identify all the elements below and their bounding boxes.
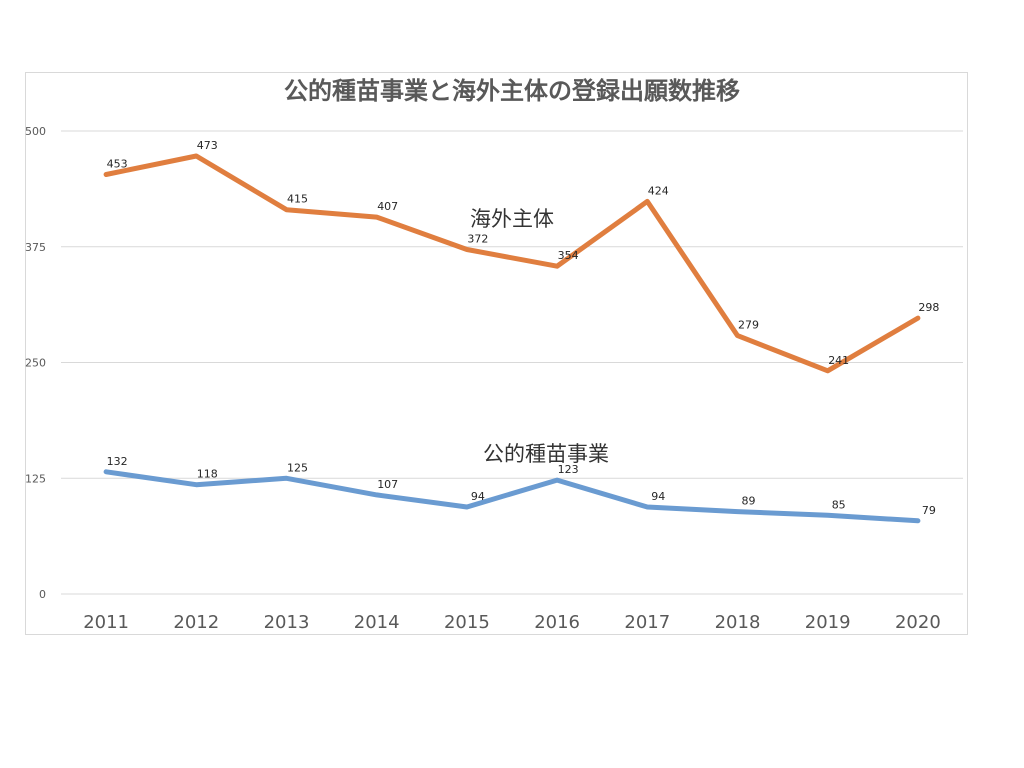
data-label: 107 [377,478,398,491]
x-tick-label: 2015 [444,612,490,633]
data-label: 89 [742,495,756,508]
y-tick-label: 125 [25,472,46,485]
data-label: 298 [918,301,939,314]
data-label: 85 [832,498,846,511]
data-label: 118 [197,468,218,481]
x-tick-label: 2014 [354,612,400,633]
data-label: 94 [651,490,665,503]
x-tick-label: 2012 [173,612,219,633]
chart-title: 公的種苗事業と海外主体の登録出願数推移 [284,77,740,105]
data-label: 424 [648,184,669,197]
data-label: 372 [467,233,488,246]
series-line-0 [103,153,921,374]
y-axis-ticks: 0 125 250 375 500 [25,125,46,601]
series-lines [103,153,921,524]
data-labels: 453 473 415 407 372 354 424 279 241 298 132 118 125 1… [107,139,940,517]
data-label: 453 [107,158,128,171]
data-label: 279 [738,319,759,332]
x-tick-label: 2017 [624,612,670,633]
x-tick-label: 2019 [805,612,851,633]
x-tick-label: 2013 [264,612,310,633]
x-tick-label: 2011 [83,612,129,633]
x-tick-label: 2016 [534,612,580,633]
y-tick-label: 250 [25,357,46,370]
series-label-public: 公的種苗事業 [483,442,609,466]
x-tick-label: 2020 [895,612,941,633]
data-label: 132 [107,455,128,468]
data-label: 123 [558,463,579,476]
x-tick-label: 2018 [715,612,761,633]
data-label: 407 [377,200,398,213]
y-tick-label: 500 [25,125,46,138]
y-tick-label: 375 [25,241,46,254]
data-label: 79 [922,504,936,517]
series-line-1 [103,469,921,524]
gridlines [61,130,963,595]
data-label: 473 [197,139,218,152]
chart-frame [25,72,968,635]
data-label: 94 [471,490,485,503]
data-label: 415 [287,193,308,206]
data-label: 241 [828,354,849,367]
y-tick-label: 0 [39,588,46,601]
data-label: 354 [558,249,579,262]
x-axis-ticks: 2011 2012 2013 2014 2015 2016 2017 2018 2019 2020 [83,612,941,633]
data-label: 125 [287,461,308,474]
series-label-overseas: 海外主体 [470,207,554,231]
